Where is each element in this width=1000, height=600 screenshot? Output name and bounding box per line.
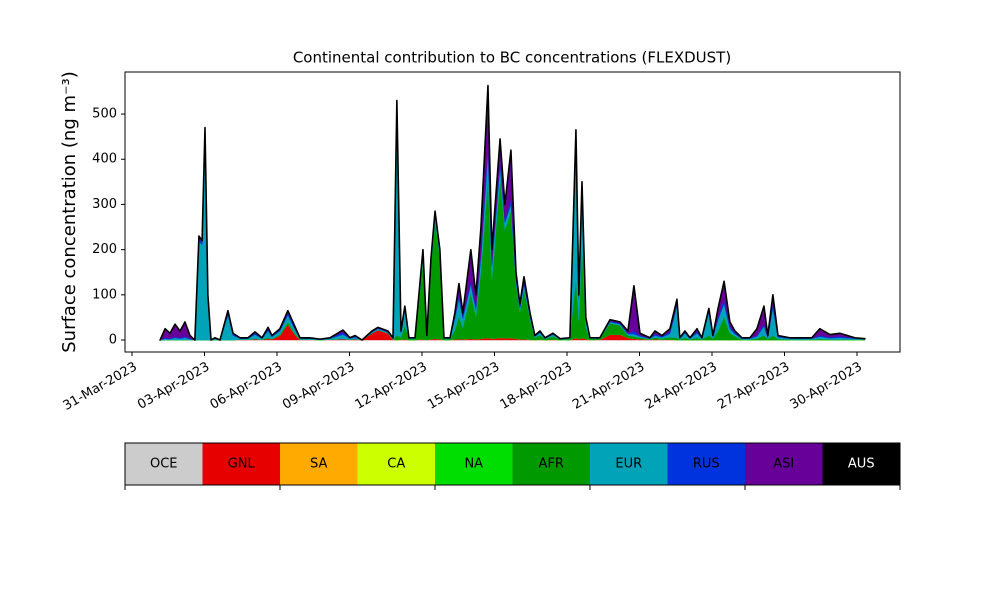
legend-swatch	[125, 443, 203, 485]
x-tick-label: 18-Apr-2023	[498, 360, 575, 413]
x-tick-label: 31-Mar-2023	[61, 360, 140, 414]
legend-label: AFR	[539, 457, 564, 472]
legend-label: AUS	[848, 457, 875, 472]
legend-frame	[124, 442, 901, 486]
legend-swatch	[435, 443, 513, 485]
axes-frame	[124, 71, 901, 353]
legend-swatch	[745, 443, 823, 485]
legend-swatch	[667, 443, 745, 485]
legend: OCE GNL SA CA NA AFR EUR RUS ASI AUS	[124, 442, 901, 486]
legend-label: GNL	[228, 457, 256, 472]
x-tick-label: 06-Apr-2023	[208, 360, 285, 413]
y-tick-label: 300	[92, 197, 117, 212]
x-tick-label: 30-Apr-2023	[788, 360, 865, 413]
legend-label: CA	[387, 457, 405, 472]
x-tick-label: 09-Apr-2023	[280, 360, 357, 413]
legend-swatch	[512, 443, 590, 485]
y-tick-label: 200	[92, 242, 117, 257]
y-tick-label: 500	[92, 107, 117, 122]
legend-swatch	[280, 443, 358, 485]
y-tick-label: 0	[109, 333, 117, 348]
area	[159, 84, 866, 341]
areas	[159, 84, 866, 341]
legend-ticks	[124, 485, 901, 490]
legend-label: RUS	[693, 457, 720, 472]
y-axis-label: Surface concentration (ng m⁻³)	[59, 71, 80, 353]
legend-swatch	[357, 443, 435, 485]
y-tick-label: 400	[92, 152, 117, 167]
legend-label: OCE	[150, 457, 178, 472]
x-tick-label: 15-Apr-2023	[425, 360, 502, 413]
y-tick-label: 100	[92, 287, 117, 302]
legend-label: NA	[464, 457, 483, 472]
x-tick-label: 21-Apr-2023	[570, 360, 647, 413]
legend-swatch	[590, 443, 668, 485]
legend-swatch	[822, 443, 900, 485]
x-tick-label: 24-Apr-2023	[643, 360, 720, 413]
chart-title: Continental contribution to BC concentra…	[293, 49, 731, 67]
legend-label: ASI	[773, 457, 794, 472]
legend-label: EUR	[615, 457, 642, 472]
x-tick-label: 03-Apr-2023	[135, 360, 212, 413]
x-tick-label: 27-Apr-2023	[715, 360, 792, 413]
legend-swatch	[202, 443, 280, 485]
legend-label: SA	[310, 457, 327, 472]
x-tick-label: 12-Apr-2023	[353, 360, 430, 413]
